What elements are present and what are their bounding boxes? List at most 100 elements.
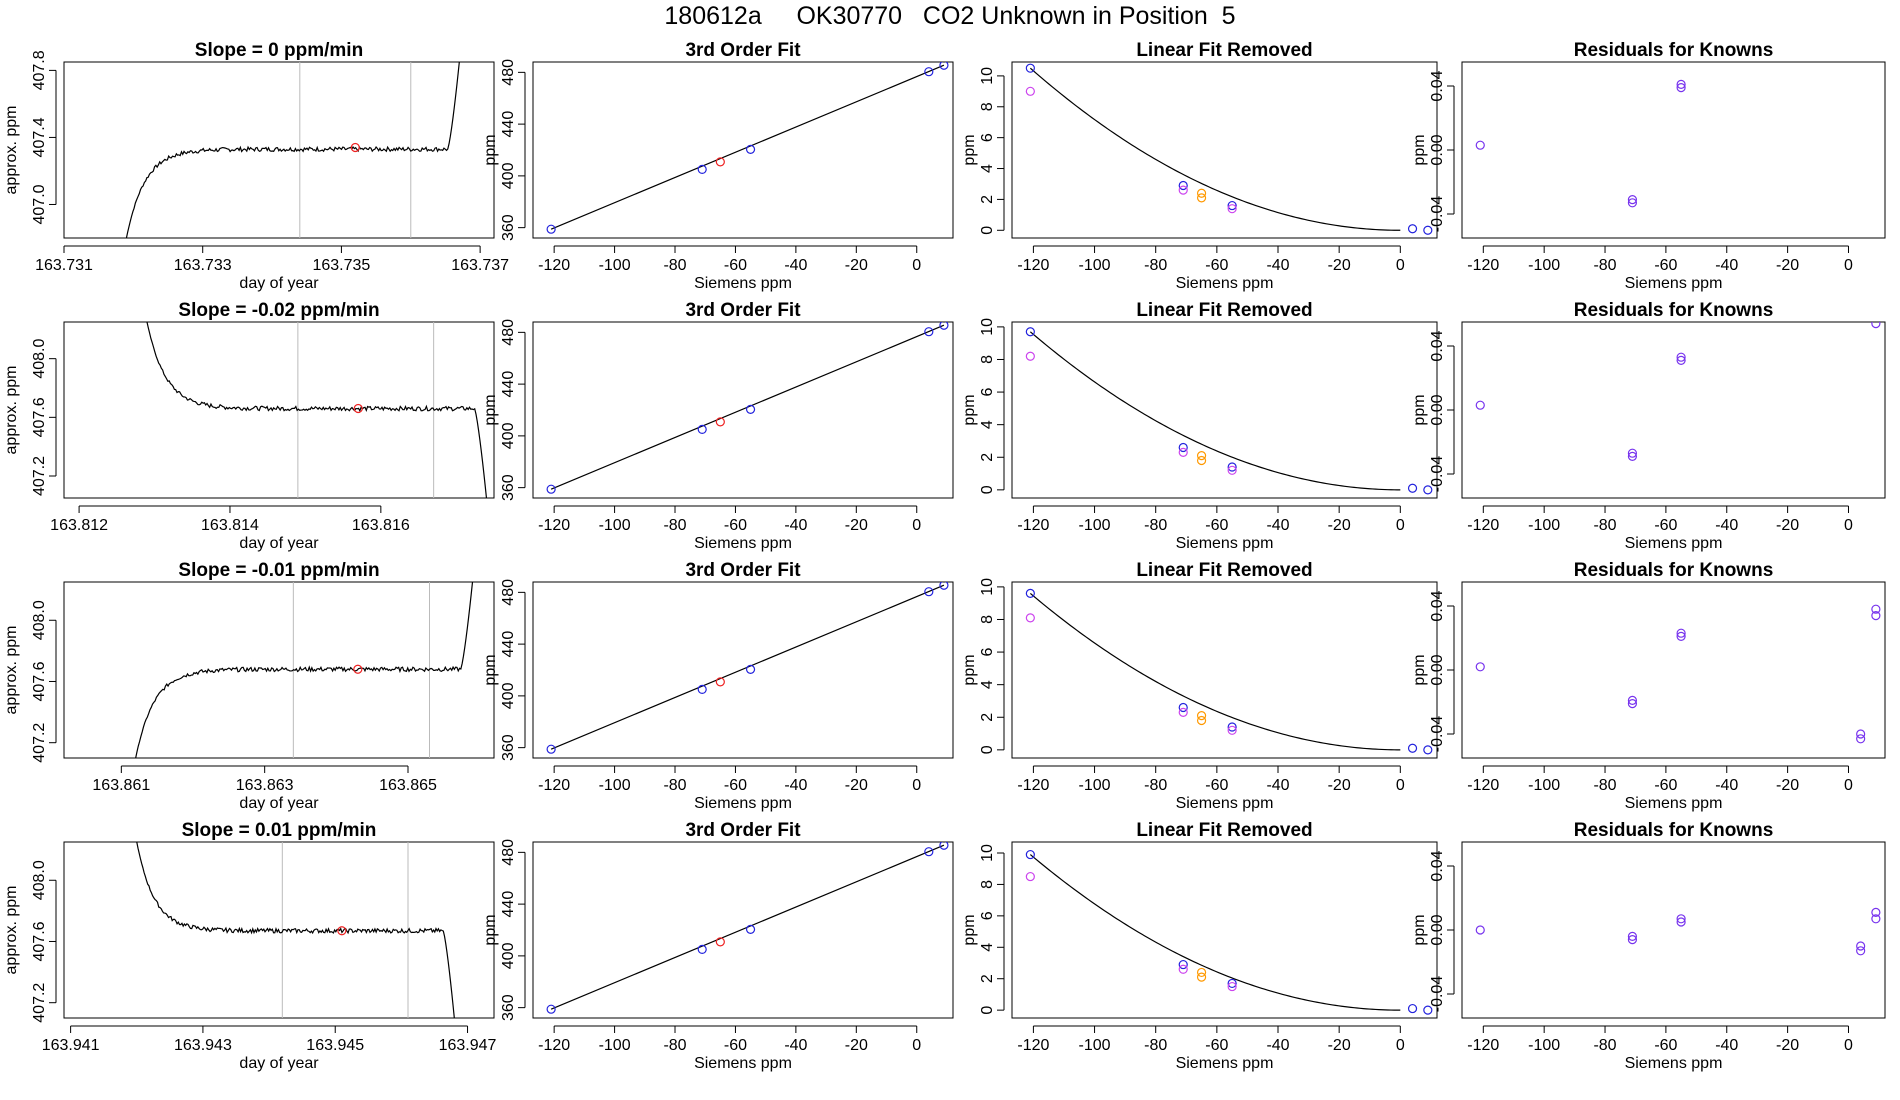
data-point xyxy=(1871,914,1881,924)
residuals-panel-2: Residuals for Knowns -120 -100 -80 -60 -40 -20… xyxy=(1411,300,1886,552)
data-point xyxy=(1856,946,1866,956)
y-tick-label: 8 xyxy=(979,355,996,364)
x-tick-label: 0 xyxy=(912,517,921,534)
y-tick-label: 8 xyxy=(979,102,996,111)
y-tick-label: 480 xyxy=(500,319,517,346)
x-tick-label: 163.814 xyxy=(201,517,259,534)
x-tick-label: -40 xyxy=(1715,777,1738,794)
linear-fit-removed-panel-2: Linear Fit Removed -120 -100 -80 -60 -40 -20 0 S… xyxy=(961,300,1438,552)
y-axis-label: ppm xyxy=(961,394,978,425)
data-point xyxy=(745,664,756,674)
x-tick-label: 163.943 xyxy=(174,1037,232,1054)
y-tick-label: 0.04 xyxy=(1429,330,1446,361)
y-axis-label: approx. ppm xyxy=(3,626,20,715)
x-tick-label: -80 xyxy=(663,777,686,794)
3rd-order-fit-panel-4: 3rd Order Fit -120 -100 -80 -60 -40 -20 0 Siemen… xyxy=(482,820,954,1072)
data-point xyxy=(697,164,707,175)
plot-area xyxy=(546,322,949,494)
x-tick-label: -40 xyxy=(1266,517,1289,534)
x-tick-label: -60 xyxy=(724,257,747,274)
x-tick-label: 163.945 xyxy=(306,1037,364,1054)
3rd-order-fit-panel-3: 3rd Order Fit -120 -100 -80 -60 -40 -20 0 Siemen… xyxy=(482,560,954,812)
x-tick-label: -20 xyxy=(845,517,868,534)
x-tick-label: -20 xyxy=(1776,517,1799,534)
plot-frame xyxy=(1011,61,1438,239)
data-point xyxy=(697,424,707,435)
x-tick-label: -80 xyxy=(663,517,686,534)
data-point xyxy=(1178,185,1188,195)
residuals-panel-3: Residuals for Knowns -120 -100 -80 -60 -40 -20… xyxy=(1411,560,1886,812)
x-tick-label: -40 xyxy=(784,777,807,794)
data-point xyxy=(745,144,756,154)
data-point xyxy=(924,587,934,597)
x-tick-label: -80 xyxy=(1593,257,1616,274)
data-point xyxy=(1423,485,1433,495)
x-axis-label: Siemens ppm xyxy=(694,275,792,292)
x-tick-label: 0 xyxy=(1844,777,1853,794)
x-tick-label: -20 xyxy=(1328,777,1351,794)
data-point xyxy=(1676,79,1686,89)
x-tick-label: 163.816 xyxy=(352,517,410,534)
data-point xyxy=(1227,978,1237,989)
data-point xyxy=(1627,451,1638,461)
y-axis-label: ppm xyxy=(961,654,978,685)
y-tick-label: 440 xyxy=(500,111,517,138)
y-axis-label: ppm xyxy=(482,394,499,425)
data-point xyxy=(1423,1005,1433,1015)
plot-frame xyxy=(1011,581,1438,759)
y-tick-label: 0.04 xyxy=(1429,70,1446,101)
y-axis-label: approx. ppm xyxy=(3,366,20,455)
y-tick-label: 0 xyxy=(979,1006,996,1015)
plot-frame xyxy=(532,61,954,239)
x-tick-label: -20 xyxy=(845,777,868,794)
x-tick-label: 0 xyxy=(1396,777,1405,794)
data-point xyxy=(1227,722,1237,732)
plot-area xyxy=(1025,327,1433,495)
x-tick-label: -100 xyxy=(1079,777,1111,794)
sample-average-point xyxy=(337,926,347,936)
y-tick-label: -0.04 xyxy=(1429,196,1446,233)
x-tick-label: -120 xyxy=(1017,517,1049,534)
data-point xyxy=(1196,451,1207,461)
x-tick-label: -60 xyxy=(1205,1037,1228,1054)
y-tick-label: 0.04 xyxy=(1429,590,1446,621)
x-tick-label: -80 xyxy=(663,1037,686,1054)
data-point xyxy=(1676,631,1686,642)
residuals-panel-4: Residuals for Knowns -120 -100 -80 -60 -40 -20… xyxy=(1411,820,1886,1072)
y-tick-label: 4 xyxy=(979,943,996,952)
panel-title: Slope = 0.01 ppm/min xyxy=(182,820,377,841)
data-point xyxy=(1856,734,1866,744)
x-axis-label: Siemens ppm xyxy=(1176,535,1274,552)
plot-frame xyxy=(63,321,495,499)
fit-curve xyxy=(1029,331,1401,491)
y-tick-label: 2 xyxy=(979,713,996,722)
data-point xyxy=(1475,140,1485,150)
x-tick-label: 0 xyxy=(1396,257,1405,274)
x-tick-label: -60 xyxy=(1654,517,1677,534)
data-point xyxy=(1025,871,1035,882)
data-point xyxy=(1178,964,1188,974)
plot-area xyxy=(136,842,455,1018)
data-point xyxy=(1025,351,1035,361)
x-tick-label: -100 xyxy=(1528,1037,1560,1054)
panel-title: 3rd Order Fit xyxy=(685,40,801,61)
x-axis-label: Siemens ppm xyxy=(1625,1055,1723,1072)
panel-title: Slope = -0.02 ppm/min xyxy=(178,300,379,321)
y-tick-label: 0.00 xyxy=(1429,134,1446,165)
data-point xyxy=(1196,715,1207,726)
y-axis-label: ppm xyxy=(961,914,978,945)
data-point xyxy=(1407,743,1418,753)
y-tick-label: 360 xyxy=(500,214,517,241)
y-tick-label: 408.0 xyxy=(31,339,48,379)
data-point xyxy=(1025,849,1035,860)
x-tick-label: 0 xyxy=(1396,1037,1405,1054)
y-tick-label: 10 xyxy=(979,318,996,336)
data-point xyxy=(697,684,707,695)
x-tick-label: -120 xyxy=(538,517,570,534)
y-tick-label: 360 xyxy=(500,994,517,1021)
data-point xyxy=(1676,914,1686,924)
x-tick-label: 0 xyxy=(1844,1037,1853,1054)
x-tick-label: -60 xyxy=(1205,777,1228,794)
data-point xyxy=(1025,63,1035,73)
x-tick-label: -80 xyxy=(1144,517,1167,534)
